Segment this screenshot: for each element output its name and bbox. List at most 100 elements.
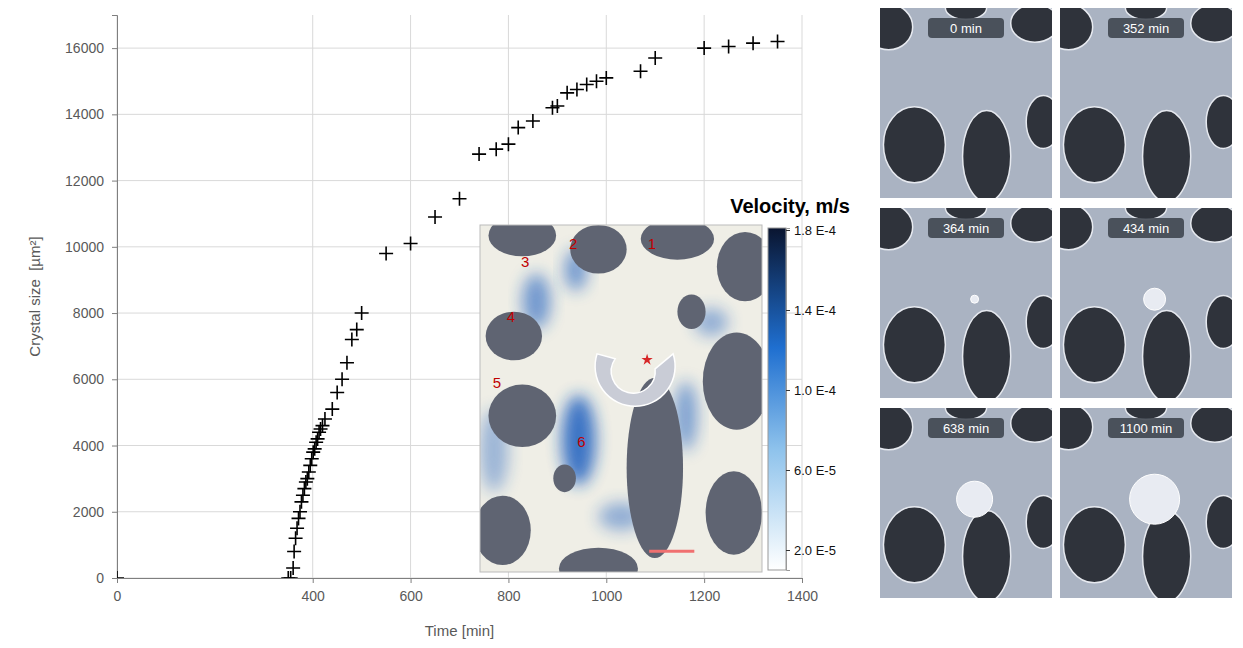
data-point bbox=[580, 78, 594, 92]
photo-crystal bbox=[1144, 288, 1166, 310]
y-tick: 12000 bbox=[65, 173, 117, 189]
photo-grain bbox=[1206, 95, 1232, 148]
colorbar-tick-label: 6.0 E-5 bbox=[794, 463, 836, 478]
colorbar-axis: 1.8 E-41.4 E-41.0 E-46.0 E-52.0 E-5 bbox=[786, 223, 836, 571]
grain bbox=[480, 496, 531, 565]
photos: 0 min352 min 364 min 434 min 638 min 1100 mi… bbox=[865, 0, 1241, 602]
photo-grain bbox=[1125, 208, 1166, 219]
y-tick-mark bbox=[112, 446, 117, 447]
data-point bbox=[340, 356, 354, 370]
y-tick-label: 8000 bbox=[73, 305, 104, 321]
photo-label: 434 min bbox=[1123, 221, 1169, 236]
x-tick-label: 800 bbox=[497, 588, 521, 604]
photo-grain bbox=[883, 107, 945, 183]
grid-line-y bbox=[117, 114, 802, 115]
y-tick-mark bbox=[112, 379, 117, 380]
data-point bbox=[296, 488, 310, 502]
colorbar-tick-mark bbox=[786, 230, 790, 231]
colorbar-axis-line bbox=[787, 229, 791, 571]
grain bbox=[488, 385, 556, 447]
data-point bbox=[305, 452, 319, 466]
x-tick: 1200 bbox=[689, 578, 720, 604]
inset-label: 2 bbox=[569, 235, 577, 252]
x-axis-title: Time [min] bbox=[425, 622, 494, 639]
y-tick-label: 0 bbox=[96, 570, 104, 586]
data-point bbox=[489, 142, 503, 156]
data-point bbox=[526, 114, 540, 128]
photo-label: 364 min bbox=[943, 221, 989, 236]
x-tick-label: 600 bbox=[399, 588, 423, 604]
photo-grain bbox=[1011, 8, 1052, 42]
data-point bbox=[284, 571, 298, 578]
y-tick-label: 4000 bbox=[73, 438, 104, 454]
photo-grain bbox=[1063, 307, 1125, 383]
y-tick-label: 10000 bbox=[65, 239, 104, 255]
data-point bbox=[312, 425, 326, 439]
x-tick-mark bbox=[704, 578, 705, 583]
data-point bbox=[501, 137, 515, 151]
x-tick: 1400 bbox=[787, 578, 818, 604]
x-tick: 0 bbox=[114, 578, 122, 604]
y-axis-line bbox=[112, 16, 118, 579]
colorbar-tick-mark bbox=[786, 550, 790, 551]
y-tick: 8000 bbox=[73, 305, 117, 321]
data-point bbox=[697, 41, 711, 55]
grid-line-x bbox=[410, 15, 411, 578]
colorbar-tick: 1.8 E-4 bbox=[786, 223, 836, 238]
photo-grain bbox=[945, 208, 986, 219]
photo-grain bbox=[1191, 8, 1232, 42]
data-point bbox=[294, 495, 308, 509]
data-point bbox=[560, 86, 574, 100]
grain bbox=[488, 225, 556, 256]
photo-label-bg bbox=[928, 418, 1004, 438]
photo-panel: 352 min bbox=[1045, 0, 1241, 202]
photo-grain bbox=[963, 111, 1011, 198]
data-point bbox=[286, 561, 300, 575]
data-point bbox=[511, 121, 525, 135]
y-tick: 16000 bbox=[65, 40, 117, 56]
colorbar-tick-mark bbox=[786, 390, 790, 391]
x-tick: 1000 bbox=[591, 578, 622, 604]
y-tick: 0 bbox=[96, 570, 117, 586]
photo-panel: 0 min bbox=[865, 0, 1061, 202]
data-point bbox=[325, 402, 339, 416]
data-point bbox=[472, 147, 486, 161]
x-tick: 800 bbox=[497, 578, 521, 604]
data-points bbox=[117, 34, 785, 578]
colorbar-tick: 2.0 E-5 bbox=[786, 543, 836, 558]
figure: 0400600800100012001400020004000600080001… bbox=[0, 0, 1243, 648]
data-point bbox=[599, 71, 613, 85]
photo-grain bbox=[1060, 8, 1093, 50]
data-point bbox=[634, 64, 648, 78]
photo-label: 638 min bbox=[943, 421, 989, 436]
photo-grain bbox=[1026, 95, 1052, 148]
colorbar-tick: 1.0 E-4 bbox=[786, 383, 836, 398]
data-point bbox=[428, 210, 442, 224]
colorbar-tick-label: 2.0 E-5 bbox=[794, 543, 836, 558]
x-tick-label: 400 bbox=[302, 588, 326, 604]
grid-line-x bbox=[312, 15, 313, 578]
data-point bbox=[722, 39, 736, 53]
photo-grain bbox=[1063, 507, 1125, 583]
photo-grain bbox=[1060, 408, 1093, 450]
photo-panel: 1100 min bbox=[1045, 397, 1241, 602]
y-tick: 6000 bbox=[73, 371, 117, 387]
y-tick-mark bbox=[112, 578, 117, 579]
data-point bbox=[330, 386, 344, 400]
photo-grain bbox=[1191, 408, 1232, 442]
colorbar-tick-label: 1.8 E-4 bbox=[794, 223, 836, 238]
x-tick-label: 1400 bbox=[787, 588, 818, 604]
data-point bbox=[308, 442, 322, 456]
grain bbox=[570, 225, 626, 274]
y-tick-mark bbox=[112, 114, 117, 115]
photo-panel: 364 min bbox=[865, 197, 1061, 402]
photo-grain bbox=[1060, 208, 1093, 250]
grid bbox=[117, 15, 802, 578]
y-tick: 14000 bbox=[65, 106, 117, 122]
y-tick-label: 14000 bbox=[65, 106, 104, 122]
y-axis-title: Crystal size [µm²] bbox=[26, 236, 43, 356]
grain bbox=[717, 232, 762, 301]
x-tick-mark bbox=[508, 578, 509, 583]
data-point bbox=[299, 475, 313, 489]
x-tick-label: 1000 bbox=[591, 588, 622, 604]
